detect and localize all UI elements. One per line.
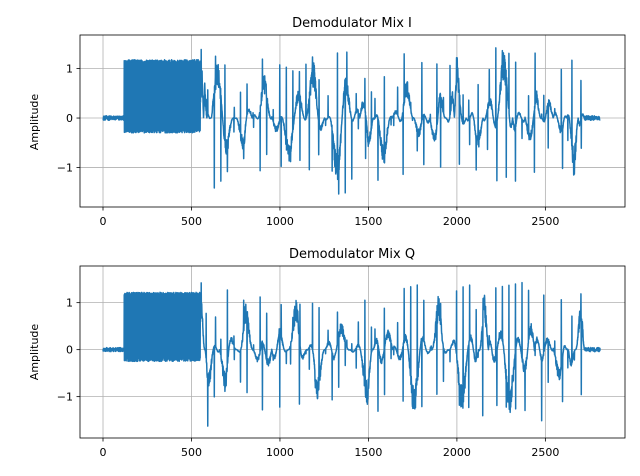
x-tick-label: 2500 xyxy=(531,215,559,228)
x-tick-label: 2000 xyxy=(443,446,471,459)
y-axis-label: Amplitude xyxy=(28,324,41,381)
chart-title: Demodulator Mix Q xyxy=(289,247,415,262)
subplot-mix-i: Demodulator Mix I Amplitude 0 500 1000 1500… xyxy=(28,16,626,228)
axes-frame xyxy=(79,265,626,439)
y-tick-label: 1 xyxy=(66,297,73,310)
y-tick-label: 0 xyxy=(66,344,73,357)
chart-title: Demodulator Mix I xyxy=(292,16,412,31)
y-axis-label: Amplitude xyxy=(28,94,41,151)
x-tick-label: 2000 xyxy=(443,215,471,228)
x-tick-label: 0 xyxy=(100,215,107,228)
axes-frame xyxy=(79,34,626,208)
y-tick-label: −1 xyxy=(57,161,73,174)
y-tick-label: 1 xyxy=(66,63,73,76)
signal-line xyxy=(102,47,601,195)
x-tick-label: 500 xyxy=(181,215,202,228)
x-tick-label: 1000 xyxy=(266,215,294,228)
y-tick-label: 0 xyxy=(66,112,73,125)
x-tick-label: 0 xyxy=(100,446,107,459)
y-tick-label: −1 xyxy=(57,391,73,404)
x-tick-label: 1500 xyxy=(354,446,382,459)
subplot-mix-q: Demodulator Mix Q Amplitude 0 500 1000 1500… xyxy=(28,247,626,459)
signal-line xyxy=(102,281,601,427)
x-tick-label: 2500 xyxy=(531,446,559,459)
x-tick-label: 1500 xyxy=(354,215,382,228)
x-tick-label: 1000 xyxy=(266,446,294,459)
x-tick-label: 500 xyxy=(181,446,202,459)
